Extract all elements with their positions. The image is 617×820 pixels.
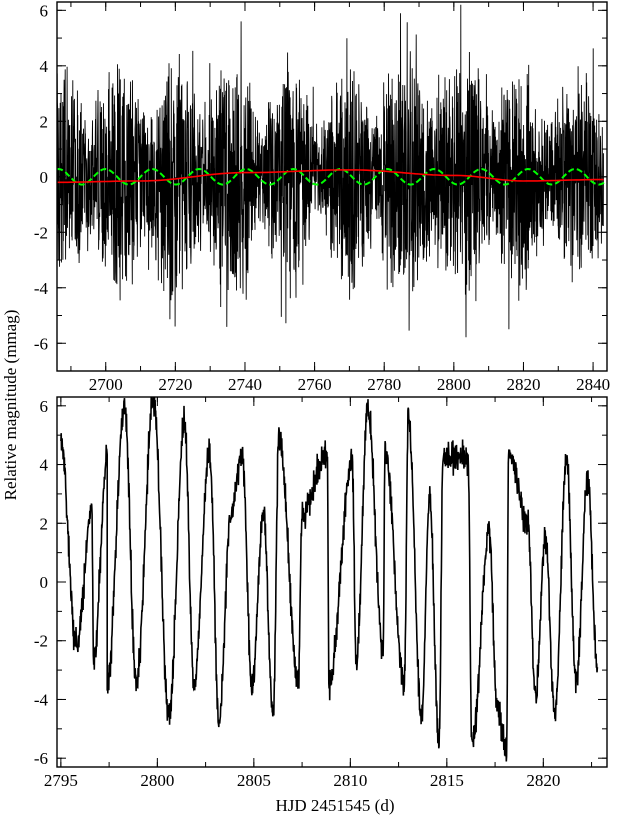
bottom-panel: 2795 2800 2805 2810 2815 2820 -6 -4 -2 0 2 4 6 bbox=[34, 396, 608, 790]
y-tick-label: -2 bbox=[34, 632, 48, 651]
x-tick-label: 2700 bbox=[89, 375, 123, 394]
top-panel: 2700 2720 2740 2760 2780 2800 2820 2840 -6 -4 -2 0 2… bbox=[34, 1, 610, 394]
y-tick-label: 4 bbox=[40, 456, 49, 475]
x-tick-label: 2820 bbox=[506, 375, 540, 394]
y-tick-label: -4 bbox=[34, 690, 49, 709]
x-tick-label: 2805 bbox=[237, 771, 271, 790]
series-light-curve-zoom bbox=[60, 397, 599, 762]
series-light-curve bbox=[57, 4, 604, 338]
y-tick-label: -6 bbox=[34, 334, 48, 353]
y-axis-title: Relative magnitude (mmag) bbox=[1, 310, 20, 501]
plot-area-top bbox=[57, 4, 607, 338]
plot-area-bottom bbox=[60, 397, 599, 762]
x-tick-label: 2800 bbox=[140, 771, 174, 790]
x-tick-label: 2740 bbox=[228, 375, 262, 394]
x-tick-label: 2815 bbox=[430, 771, 464, 790]
y-tick-label: 4 bbox=[40, 57, 49, 76]
y-tick-label: -2 bbox=[34, 223, 48, 242]
x-tick-label: 2800 bbox=[437, 375, 471, 394]
series-sinusoid-fit bbox=[57, 167, 607, 186]
x-tick-label: 2780 bbox=[367, 375, 401, 394]
y-tick-label: 6 bbox=[40, 1, 49, 20]
x-tick-label: 2795 bbox=[44, 771, 78, 790]
y-tick-label: -6 bbox=[34, 749, 48, 768]
plot-frame bbox=[56, 1, 608, 372]
y-tick-label: 2 bbox=[40, 514, 49, 533]
x-tick-label: 2760 bbox=[298, 375, 332, 394]
y-tick-label: 0 bbox=[40, 573, 49, 592]
x-tick-label: 2810 bbox=[333, 771, 367, 790]
x-axis-title: HJD 2451545 (d) bbox=[276, 796, 395, 815]
y-tick-label: 2 bbox=[40, 112, 49, 131]
y-tick-label: 6 bbox=[40, 397, 49, 416]
plot-frame bbox=[56, 396, 608, 768]
y-tick-label: -4 bbox=[34, 279, 49, 298]
series-trend bbox=[57, 169, 604, 184]
y-tick-label: 0 bbox=[40, 168, 49, 187]
x-tick-label: 2840 bbox=[576, 375, 610, 394]
x-tick-label: 2820 bbox=[526, 771, 560, 790]
x-tick-label: 2720 bbox=[158, 375, 192, 394]
